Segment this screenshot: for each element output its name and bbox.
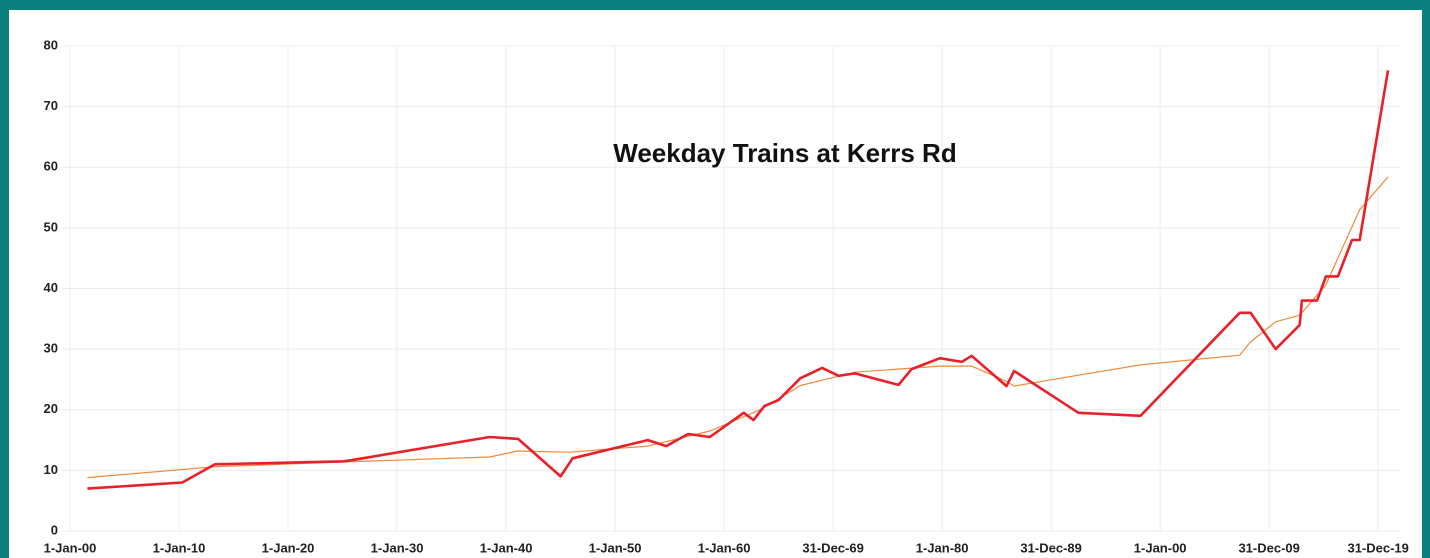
y-tick-label: 60 [44,159,58,174]
x-tick-label: 31-Dec-69 [802,540,863,555]
y-tick-label: 40 [44,280,58,295]
x-tick-label: 31-Dec-89 [1020,540,1081,555]
x-tick-label: 1-Jan-50 [589,540,642,555]
x-tick-label: 1-Jan-00 [1134,540,1187,555]
line-series [87,70,1390,490]
x-tick-label: 31-Dec-19 [1347,540,1408,555]
y-tick-label: 20 [44,401,58,416]
y-tick-label: 70 [44,98,58,113]
marks [87,70,1390,490]
line-series [87,176,1389,479]
x-tick-label: 1-Jan-30 [371,540,424,555]
y-tick-label: 80 [44,37,58,52]
grid: 0 10 20 30 40 50 60 70 80 1-Jan-00 1-Jan-10 1-Jan-2… [44,37,1409,555]
x-tick-label: 1-Jan-40 [480,540,533,555]
x-tick-label: 1-Jan-00 [44,540,97,555]
x-tick-label: 1-Jan-20 [262,540,315,555]
x-tick-label: 1-Jan-80 [916,540,969,555]
x-tick-label: 1-Jan-60 [698,540,751,555]
y-tick-label: 10 [44,462,58,477]
y-tick-label: 50 [44,219,58,234]
x-tick-label: 31-Dec-09 [1238,540,1299,555]
y-tick-label: 0 [51,522,58,537]
x-tick-label: 1-Jan-10 [153,540,206,555]
chart-area [9,10,1422,558]
y-tick-label: 30 [44,341,58,356]
chart-title: Weekday Trains at Kerrs Rd [613,138,956,168]
